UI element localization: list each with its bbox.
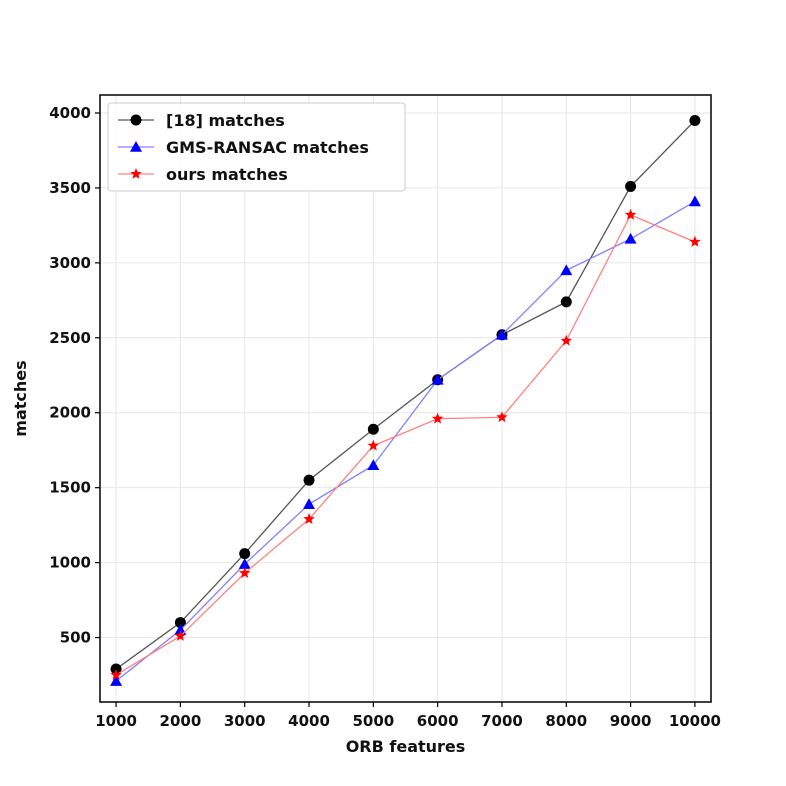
y-tick-label: 1500 — [49, 479, 91, 497]
x-tick-label: 10000 — [669, 712, 721, 730]
data-point — [303, 498, 316, 509]
data-point — [303, 474, 315, 486]
series-0 — [110, 114, 701, 675]
x-tick-label: 3000 — [224, 712, 266, 730]
data-point — [110, 675, 123, 686]
y-axis-title: matches — [11, 360, 30, 436]
data-point — [303, 513, 315, 524]
tick-layer: 1000 2000 3000 4000 5000 6000 7000 8000 9000 1000… — [49, 104, 721, 730]
data-point — [431, 373, 444, 385]
legend-entry: ours matches — [118, 165, 288, 184]
legend-label: [18] matches — [166, 111, 285, 130]
y-tick-label: 3500 — [49, 179, 91, 197]
data-point — [431, 412, 444, 424]
data-point — [367, 459, 380, 470]
x-tick-label: 9000 — [610, 712, 652, 730]
data-point — [560, 334, 572, 346]
legend-entry: [18] matches — [118, 111, 285, 130]
plot-frame — [99, 94, 712, 703]
data-point — [239, 567, 251, 578]
data-point — [560, 264, 573, 276]
series-1 — [110, 195, 701, 686]
y-tick-label: 4000 — [49, 104, 91, 122]
data-point — [688, 195, 701, 207]
data-point — [495, 328, 508, 340]
data-point — [174, 617, 186, 629]
legend-entry: GMS-RANSAC matches — [118, 138, 369, 157]
x-tick-label: 2000 — [160, 712, 202, 730]
series-line — [115, 200, 696, 682]
data-point — [624, 208, 637, 220]
legend-marker — [130, 114, 142, 126]
data-point — [560, 296, 572, 308]
legend-marker — [130, 168, 142, 179]
y-tick-label: 500 — [60, 629, 91, 647]
series-2 — [110, 208, 701, 680]
legend-marker — [130, 141, 142, 152]
legend-label: ours matches — [166, 165, 288, 184]
data-point — [239, 548, 251, 560]
x-tick-label: 4000 — [288, 712, 330, 730]
x-tick-label: 6000 — [417, 712, 459, 730]
series-line — [115, 214, 696, 676]
x-tick-label: 7000 — [481, 712, 523, 730]
y-tick-label: 1000 — [49, 554, 91, 572]
legend-label: GMS-RANSAC matches — [166, 138, 369, 157]
legend-box — [107, 102, 406, 192]
y-tick-label: 2500 — [49, 329, 91, 347]
data-point — [689, 114, 701, 126]
y-tick-label: 2000 — [49, 404, 91, 422]
y-tick-label: 3000 — [49, 254, 91, 272]
data-point — [367, 423, 379, 435]
data-point — [367, 439, 380, 451]
legend: [18] matches GMS-RANSAC matches ours match… — [107, 102, 406, 192]
data-point — [625, 180, 637, 192]
x-tick-label: 5000 — [352, 712, 394, 730]
data-point — [238, 558, 251, 569]
data-point — [110, 669, 122, 680]
data-point — [174, 624, 187, 635]
data-point — [496, 411, 508, 423]
data-point — [174, 630, 187, 641]
series-line — [115, 120, 696, 670]
x-tick-label: 8000 — [545, 712, 587, 730]
series-layer — [110, 114, 701, 686]
data-point — [689, 235, 701, 247]
x-tick-label: 1000 — [95, 712, 137, 730]
data-point — [624, 232, 637, 244]
x-axis-title: ORB features — [346, 737, 466, 756]
